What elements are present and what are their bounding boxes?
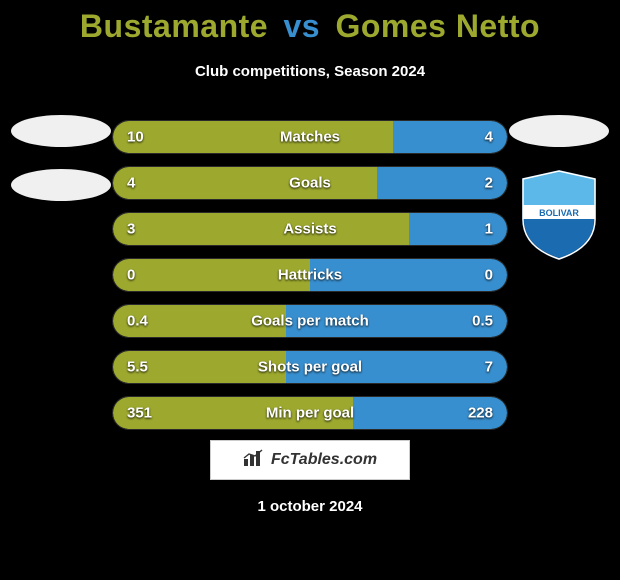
stat-label: Hattricks bbox=[278, 267, 342, 284]
comparison-title: Bustamante vs Gomes Netto bbox=[0, 0, 620, 45]
stat-bar-left-fill bbox=[113, 121, 393, 153]
stat-label: Goals per match bbox=[251, 313, 369, 330]
stat-row: 10 4 Matches bbox=[112, 120, 508, 154]
stat-bars: 10 4 Matches 4 2 Goals 3 1 Assists 0 0 Hattricks 0.4… bbox=[112, 120, 508, 442]
stat-value-left: 10 bbox=[127, 129, 144, 146]
stat-label: Min per goal bbox=[266, 405, 354, 422]
player2-club-badge-placeholder bbox=[509, 115, 609, 147]
stat-value-right: 228 bbox=[468, 405, 493, 422]
stat-label: Assists bbox=[283, 221, 336, 238]
stat-value-right: 1 bbox=[485, 221, 493, 238]
stat-label: Goals bbox=[289, 175, 331, 192]
stat-value-right: 0 bbox=[485, 267, 493, 284]
stat-row: 3 1 Assists bbox=[112, 212, 508, 246]
stat-label: Matches bbox=[280, 129, 340, 146]
stat-value-left: 4 bbox=[127, 175, 135, 192]
stat-bar-left-fill bbox=[113, 167, 377, 199]
brand-logo: FcTables.com bbox=[210, 440, 410, 480]
stat-value-left: 351 bbox=[127, 405, 152, 422]
stat-row: 4 2 Goals bbox=[112, 166, 508, 200]
stat-value-left: 5.5 bbox=[127, 359, 148, 376]
player1-club-badge-placeholder bbox=[11, 115, 111, 147]
player1-badge-column bbox=[6, 115, 116, 223]
footer-date: 1 october 2024 bbox=[257, 498, 362, 515]
stat-row: 5.5 7 Shots per goal bbox=[112, 350, 508, 384]
vs-separator: vs bbox=[283, 8, 320, 44]
chart-icon bbox=[243, 449, 265, 472]
stat-value-right: 7 bbox=[485, 359, 493, 376]
stat-label: Shots per goal bbox=[258, 359, 362, 376]
stat-bar-left-fill bbox=[113, 213, 409, 245]
crest-label: BOLIVAR bbox=[539, 208, 579, 218]
stat-value-left: 3 bbox=[127, 221, 135, 238]
player2-name: Gomes Netto bbox=[335, 8, 540, 44]
brand-text: FcTables.com bbox=[271, 451, 377, 469]
player2-badge-column: BOLIVAR bbox=[504, 115, 614, 261]
player1-nation-badge-placeholder bbox=[11, 169, 111, 201]
stat-value-right: 0.5 bbox=[472, 313, 493, 330]
stat-row: 351 228 Min per goal bbox=[112, 396, 508, 430]
subtitle: Club competitions, Season 2024 bbox=[0, 63, 620, 80]
stat-value-left: 0.4 bbox=[127, 313, 148, 330]
player2-club-crest: BOLIVAR bbox=[519, 169, 599, 261]
stat-value-left: 0 bbox=[127, 267, 135, 284]
player1-name: Bustamante bbox=[80, 8, 268, 44]
shield-icon: BOLIVAR bbox=[519, 169, 599, 261]
stat-row: 0.4 0.5 Goals per match bbox=[112, 304, 508, 338]
stat-value-right: 2 bbox=[485, 175, 493, 192]
stat-value-right: 4 bbox=[485, 129, 493, 146]
stat-row: 0 0 Hattricks bbox=[112, 258, 508, 292]
